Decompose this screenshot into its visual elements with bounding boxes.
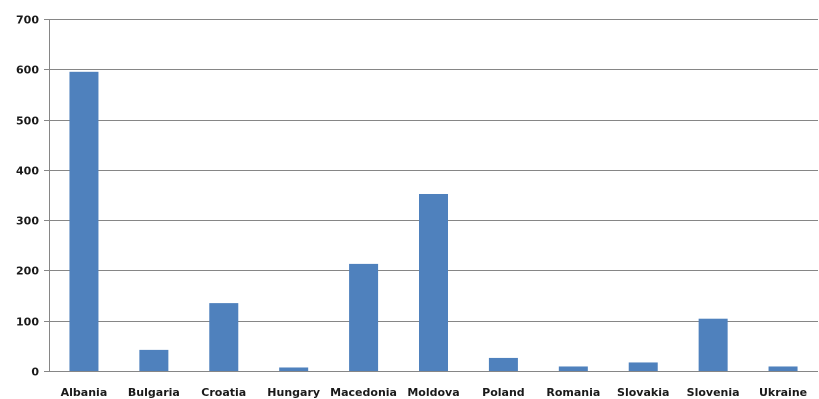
- x-tick-label: Poland: [482, 386, 525, 399]
- x-tick-label: Slovenia: [687, 386, 740, 399]
- bars: [69, 71, 798, 372]
- y-tick-label: 300: [16, 215, 39, 228]
- x-tick-label: Ukraine: [759, 386, 807, 399]
- x-tick-label: Albania: [61, 386, 108, 399]
- y-tick-label: 100: [16, 316, 39, 329]
- bar-slovenia: [698, 318, 728, 371]
- bar-ukraine: [768, 366, 798, 371]
- x-tick-label: Slovakia: [617, 386, 669, 399]
- x-tick-label: Romania: [546, 386, 600, 399]
- bar-macedonia: [349, 263, 379, 371]
- y-tick-label: 500: [16, 115, 39, 128]
- y-tick-label: 600: [16, 64, 39, 77]
- y-axis-ticks: 0 100 200 300 400 500 600 700: [16, 14, 49, 379]
- x-tick-label: Moldova: [407, 386, 459, 399]
- bar-hungary: [279, 367, 309, 371]
- bar-albania: [69, 71, 99, 372]
- bar-poland: [488, 357, 518, 371]
- bar-romania: [558, 366, 588, 371]
- bar-bulgaria: [139, 349, 169, 371]
- x-tick-label: Bulgaria: [128, 386, 180, 399]
- y-tick-label: 700: [16, 14, 39, 27]
- x-tick-label: Hungary: [267, 386, 320, 399]
- y-tick-label: 200: [16, 265, 39, 278]
- y-tick-label: 400: [16, 165, 39, 178]
- x-tick-label: Macedonia: [330, 386, 397, 399]
- x-axis-labels: Albania Bulgaria Croatia Hungary Macedonia Mo…: [61, 386, 807, 399]
- x-tick-label: Croatia: [201, 386, 246, 399]
- bar-moldova: [419, 193, 448, 371]
- y-tick-label: 0: [31, 366, 39, 379]
- bar-slovakia: [628, 362, 658, 371]
- bar-croatia: [209, 303, 239, 371]
